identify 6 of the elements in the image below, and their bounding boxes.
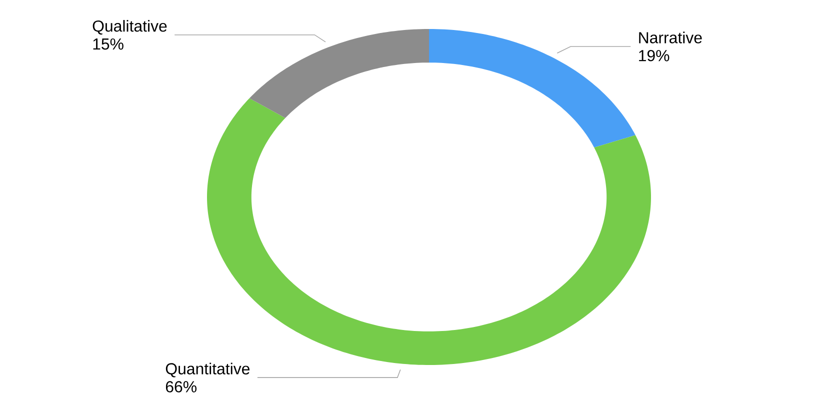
- data-label: 19%: [639, 50, 670, 62]
- data-label: 66%: [166, 381, 196, 392]
- slice-label: Narrative: [639, 32, 702, 44]
- slice-label: Quantitative: [166, 362, 250, 378]
- slice-label: Qualitative: [92, 20, 167, 35]
- data-label: 15%: [93, 38, 124, 50]
